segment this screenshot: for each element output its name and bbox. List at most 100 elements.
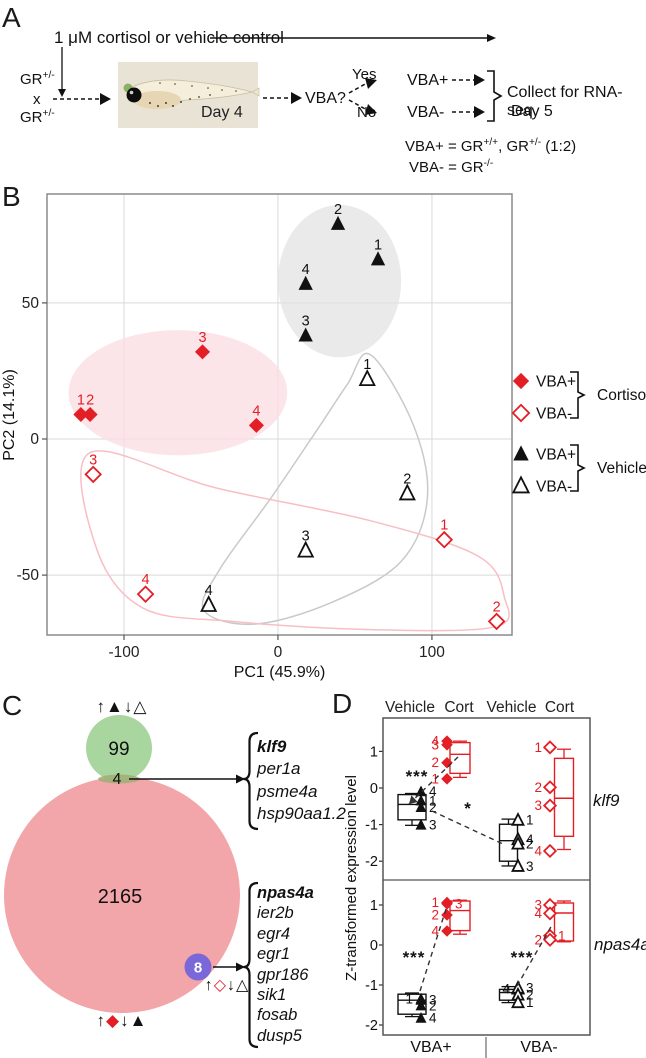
marker-glyph-icon: ↑	[204, 977, 214, 994]
fork-yes-line	[348, 82, 368, 94]
fork-no-arrowhead-icon	[365, 104, 377, 115]
point-label: 3	[455, 896, 463, 911]
diamond-open-marker-icon	[542, 798, 558, 813]
point-label: 4	[534, 906, 542, 921]
point-label: 3	[89, 452, 97, 468]
point-label: 2	[526, 988, 534, 1003]
gene-item: egr1	[257, 945, 291, 964]
gene-item: gpr186	[257, 965, 309, 984]
point-label: 1	[431, 895, 439, 910]
point-label: 1	[405, 992, 413, 1007]
significance-label: ***	[403, 948, 426, 967]
column-header: Cort	[444, 699, 474, 716]
point-label: 2	[86, 393, 94, 409]
legend-group-title: Cortisol	[597, 387, 646, 404]
gene-list-top-brace-icon	[243, 731, 259, 831]
fish-day-label: Day 4	[201, 104, 243, 121]
triangle-open-marker-icon	[511, 858, 525, 872]
gene-name-label: klf9	[593, 791, 620, 810]
treatment-text: 1 μM cortisol or vehicle control	[54, 28, 284, 47]
point-label: 4	[429, 784, 437, 799]
plain-text: VBA- = GR	[409, 159, 484, 176]
column-header: Vehicle	[487, 699, 537, 716]
point-label: 3	[198, 330, 206, 346]
superscript-text: +/-	[528, 137, 542, 148]
point-label: 4	[429, 1011, 437, 1026]
y-tick-label: 1	[370, 898, 378, 914]
overlap-gene-arrowhead-icon	[236, 774, 245, 784]
significance-line	[431, 810, 504, 845]
marker-glyph-icon: ↓	[123, 697, 134, 716]
diamond-filled-marker-icon	[441, 739, 453, 751]
marker-glyph-icon: ◆	[106, 1011, 121, 1030]
no-label: No	[357, 104, 377, 121]
venn-pink-count: 2165	[98, 886, 143, 908]
marker-glyph-icon: ↓	[227, 977, 236, 994]
vba-minus-definition: VBA- = GR-/-	[409, 158, 493, 176]
diamond-filled-marker-icon	[441, 773, 453, 785]
legend-bracket-icon	[570, 444, 586, 492]
vba-plus-label: VBA+	[407, 72, 449, 89]
gene-list-bottom: npas4a ier2b egr4 egr1 gpr186 sik1 fosab dusp5	[257, 883, 314, 1046]
cluster-ellipse	[277, 204, 402, 358]
point-label: 4	[205, 583, 213, 599]
triangle-filled-marker-icon	[298, 327, 313, 342]
venn-diagram: 99 4 2165 8	[4, 715, 259, 1049]
significance-line	[516, 924, 553, 987]
point-label: 4	[534, 843, 542, 858]
legend-bracket-icon	[570, 371, 586, 419]
point-label: 3	[534, 798, 542, 813]
gene-list-bottom-brace-icon	[243, 881, 259, 1049]
point-label: 2	[429, 800, 437, 815]
triangle-filled-marker-icon	[370, 251, 386, 266]
parent1-genotype: GR+/-	[20, 70, 55, 88]
gene-list-top: klf9 per1a psme4a hsp90aa1.2	[257, 736, 346, 826]
point-label: 2	[431, 908, 439, 923]
venn-purple-marker-legend: ↑◇↓△	[200, 975, 254, 995]
triangle-open-marker-icon	[511, 994, 525, 1009]
collect-line2: Day 5	[511, 103, 553, 120]
point-label: 2	[334, 202, 342, 218]
venn-purple-count: 8	[194, 960, 202, 977]
gene-item: klf9	[257, 737, 287, 756]
panel-a-label: A	[2, 2, 21, 33]
plain-text: (1:2)	[541, 138, 577, 155]
x-tick-label: 0	[274, 644, 283, 661]
diamond-open-marker-icon	[84, 465, 103, 484]
venn-overlap-lens	[98, 774, 140, 784]
point-label: 2	[534, 932, 542, 947]
gene-item: npas4a	[257, 884, 314, 902]
y-tick-label: 0	[370, 938, 378, 954]
vba-question: VBA?	[305, 90, 346, 107]
point-label: 2	[429, 998, 437, 1013]
point-label: 2	[493, 599, 501, 615]
venn-pink-circle	[4, 777, 240, 1013]
diamond-open-marker-icon	[542, 932, 558, 947]
point-label: 2	[526, 836, 534, 851]
y-tick-label: 0	[370, 781, 378, 797]
point-label: 4	[142, 572, 150, 588]
plot-border	[46, 193, 513, 636]
marker-glyph-icon: △	[133, 697, 148, 716]
significance-label: ***	[406, 767, 429, 786]
y-tick-label: 1	[370, 744, 378, 760]
marker-glyph-icon: ▲	[106, 697, 124, 716]
diamond-open-marker-icon	[542, 906, 558, 921]
significance-arrowhead-icon	[409, 795, 418, 804]
vba-minus-label: VBA-	[407, 104, 445, 121]
group-label: VBA-	[520, 1039, 557, 1056]
triangle-filled-marker-icon	[415, 818, 427, 830]
gene-item: dusp5	[257, 1026, 302, 1045]
point-label: 1	[363, 357, 371, 373]
diamond-open-marker-icon	[542, 780, 558, 795]
y-tick-label: -2	[365, 1018, 378, 1034]
box	[553, 757, 575, 838]
point-label: 2	[403, 471, 411, 487]
cross-x-label: x	[33, 91, 41, 108]
significance-label: *	[464, 799, 472, 818]
diamond-open-marker-icon	[435, 530, 454, 549]
point-label: 3	[429, 993, 437, 1008]
vba-plus-definition: VBA+ = GR+/+, GR+/- (1:2)	[405, 137, 577, 155]
gene-item: fosab	[257, 1006, 298, 1025]
collect-bracket-icon	[487, 70, 503, 122]
